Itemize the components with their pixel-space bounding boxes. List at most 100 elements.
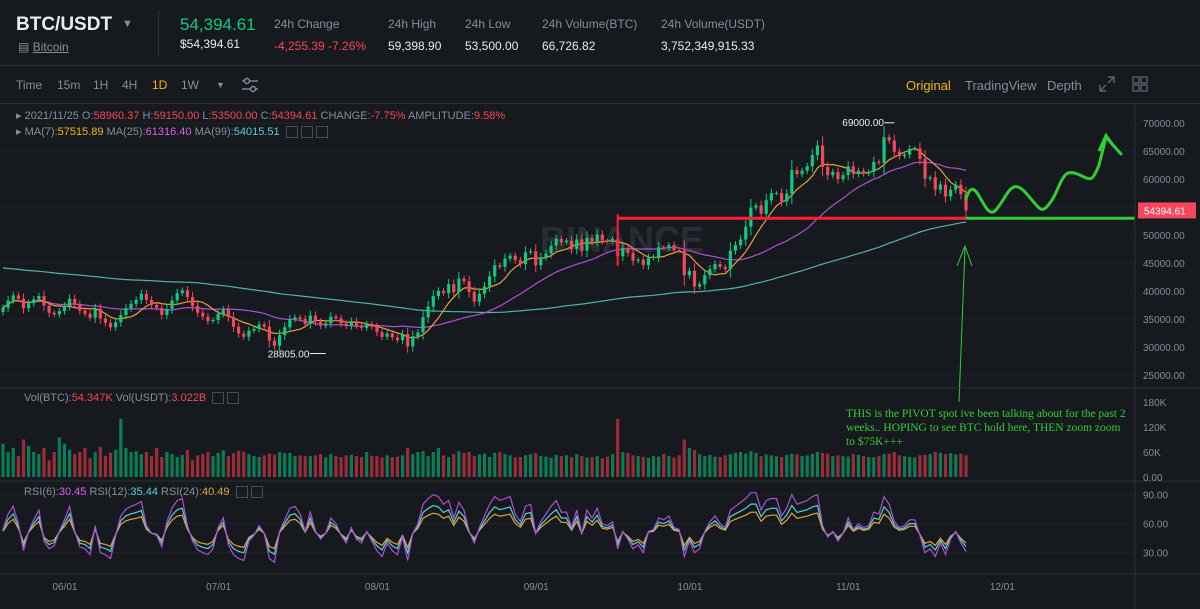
volume-bar [257, 457, 261, 477]
candle-body [349, 321, 353, 327]
volume-bar [390, 457, 394, 477]
candle-body [175, 293, 179, 301]
volume-bar [764, 454, 768, 477]
volume-bar [585, 457, 589, 477]
volume-bar [175, 457, 179, 477]
candle-body [272, 340, 277, 346]
volume-bar [354, 456, 359, 477]
legend-o-label: O: [81, 110, 94, 122]
candle-body [318, 321, 323, 326]
view-tradingview[interactable]: TradingView [965, 78, 1037, 93]
indicator-settings-icon[interactable] [241, 77, 259, 93]
projection-path [964, 134, 1123, 214]
candle-body [344, 323, 348, 327]
volume-bar [114, 449, 118, 477]
eye-icon[interactable] [285, 126, 298, 139]
volume-bar [610, 454, 615, 477]
candle-body [27, 303, 31, 309]
interval-1h[interactable]: 1H [93, 78, 109, 92]
x-tick-label: 12/01 [990, 582, 1015, 593]
candle-body [221, 309, 225, 314]
close-icon[interactable] [315, 126, 328, 139]
volume-bar [324, 457, 328, 477]
volume-bars [1, 418, 968, 477]
chevron-down-icon[interactable]: ▼ [122, 18, 133, 30]
view-depth[interactable]: Depth [1047, 78, 1082, 93]
x-tick-label: 10/01 [677, 582, 702, 593]
volume-bar [83, 447, 87, 477]
candle-body [820, 145, 825, 167]
asset-name[interactable]: Bitcoin [32, 40, 69, 54]
rsi-tick-label: 90.00 [1143, 491, 1168, 502]
interval-15m[interactable]: 15m [57, 78, 81, 92]
candle-body [580, 239, 584, 251]
ma25-line [2, 161, 967, 328]
interval-time[interactable]: Time [16, 78, 43, 92]
volume-bar [462, 452, 466, 477]
candle-body [518, 260, 522, 265]
stat-value: -4,255.39 -7.26% [274, 39, 367, 53]
rsi-legend: RSI(6):30.45 RSI(12):35.44 RSI(24):40.49 [24, 486, 263, 499]
rsi-lines [2, 492, 967, 564]
candle-body [780, 193, 784, 202]
candle-body [503, 258, 507, 267]
interval-4h[interactable]: 4H [122, 78, 138, 92]
chart-area[interactable]: BINANCE 69000.00 28805.00 70000.00 65000.0… [0, 104, 1200, 609]
ma25-path [2, 161, 967, 328]
layout-grid-icon[interactable] [1132, 76, 1148, 92]
volume-bar [580, 456, 584, 477]
volume-bar [134, 451, 138, 477]
close-icon[interactable] [250, 486, 263, 499]
candle-body [144, 293, 149, 300]
view-original[interactable]: Original [906, 78, 951, 93]
volume-bar [1, 443, 5, 477]
interval-1w[interactable]: 1W [181, 78, 199, 92]
pair-title[interactable]: BTC/USDT [16, 14, 113, 35]
candle-body [160, 307, 164, 315]
volume-bar [590, 457, 594, 477]
volume-bar [733, 452, 738, 477]
volume-bar [359, 457, 364, 477]
candle-body [943, 184, 948, 197]
volume-bar [267, 453, 271, 477]
gear-icon[interactable] [300, 126, 313, 139]
volume-bar [723, 455, 727, 477]
header-divider [158, 10, 159, 56]
candle-body [795, 170, 799, 175]
volume-bar [918, 455, 922, 477]
candle-body [810, 155, 814, 167]
chevron-down-icon[interactable]: ▼ [216, 80, 225, 90]
asset-link[interactable]: ▤ Bitcoin [18, 40, 69, 54]
volume-tick-label: 60K [1143, 448, 1161, 459]
candle-body [441, 290, 446, 294]
price-tick-label: 65000.00 [1143, 147, 1185, 158]
close-icon[interactable] [227, 392, 240, 405]
ticker-header: BTC/USDT ▼ ▤ Bitcoin 54,394.61 $54,394.6… [0, 0, 1200, 66]
volume-bar [774, 456, 779, 477]
candle-body [472, 292, 476, 302]
gear-icon[interactable] [212, 392, 225, 405]
volume-bar [575, 454, 579, 477]
volume-bar [247, 454, 251, 477]
expand-icon[interactable] [1099, 76, 1115, 92]
volume-bar [196, 455, 200, 477]
candle-body [498, 265, 502, 267]
candle-body [267, 326, 271, 341]
volume-bar [288, 452, 292, 477]
volume-bar [262, 455, 266, 477]
ma99-value: 54015.51 [233, 126, 280, 138]
volume-bar [27, 445, 31, 477]
volume-bar [529, 454, 533, 477]
last-price: 54,394.61 [180, 15, 256, 34]
interval-1d[interactable]: 1D [152, 78, 168, 92]
stat-value: 59,398.90 [388, 39, 442, 53]
gear-icon[interactable] [235, 486, 248, 499]
volume-bar [759, 456, 763, 477]
volume-bar [334, 456, 338, 477]
volume-bar [523, 455, 528, 477]
volume-bar [467, 452, 471, 477]
volume-bar [211, 456, 215, 477]
volume-bar [16, 456, 20, 477]
candle-body [851, 166, 855, 175]
